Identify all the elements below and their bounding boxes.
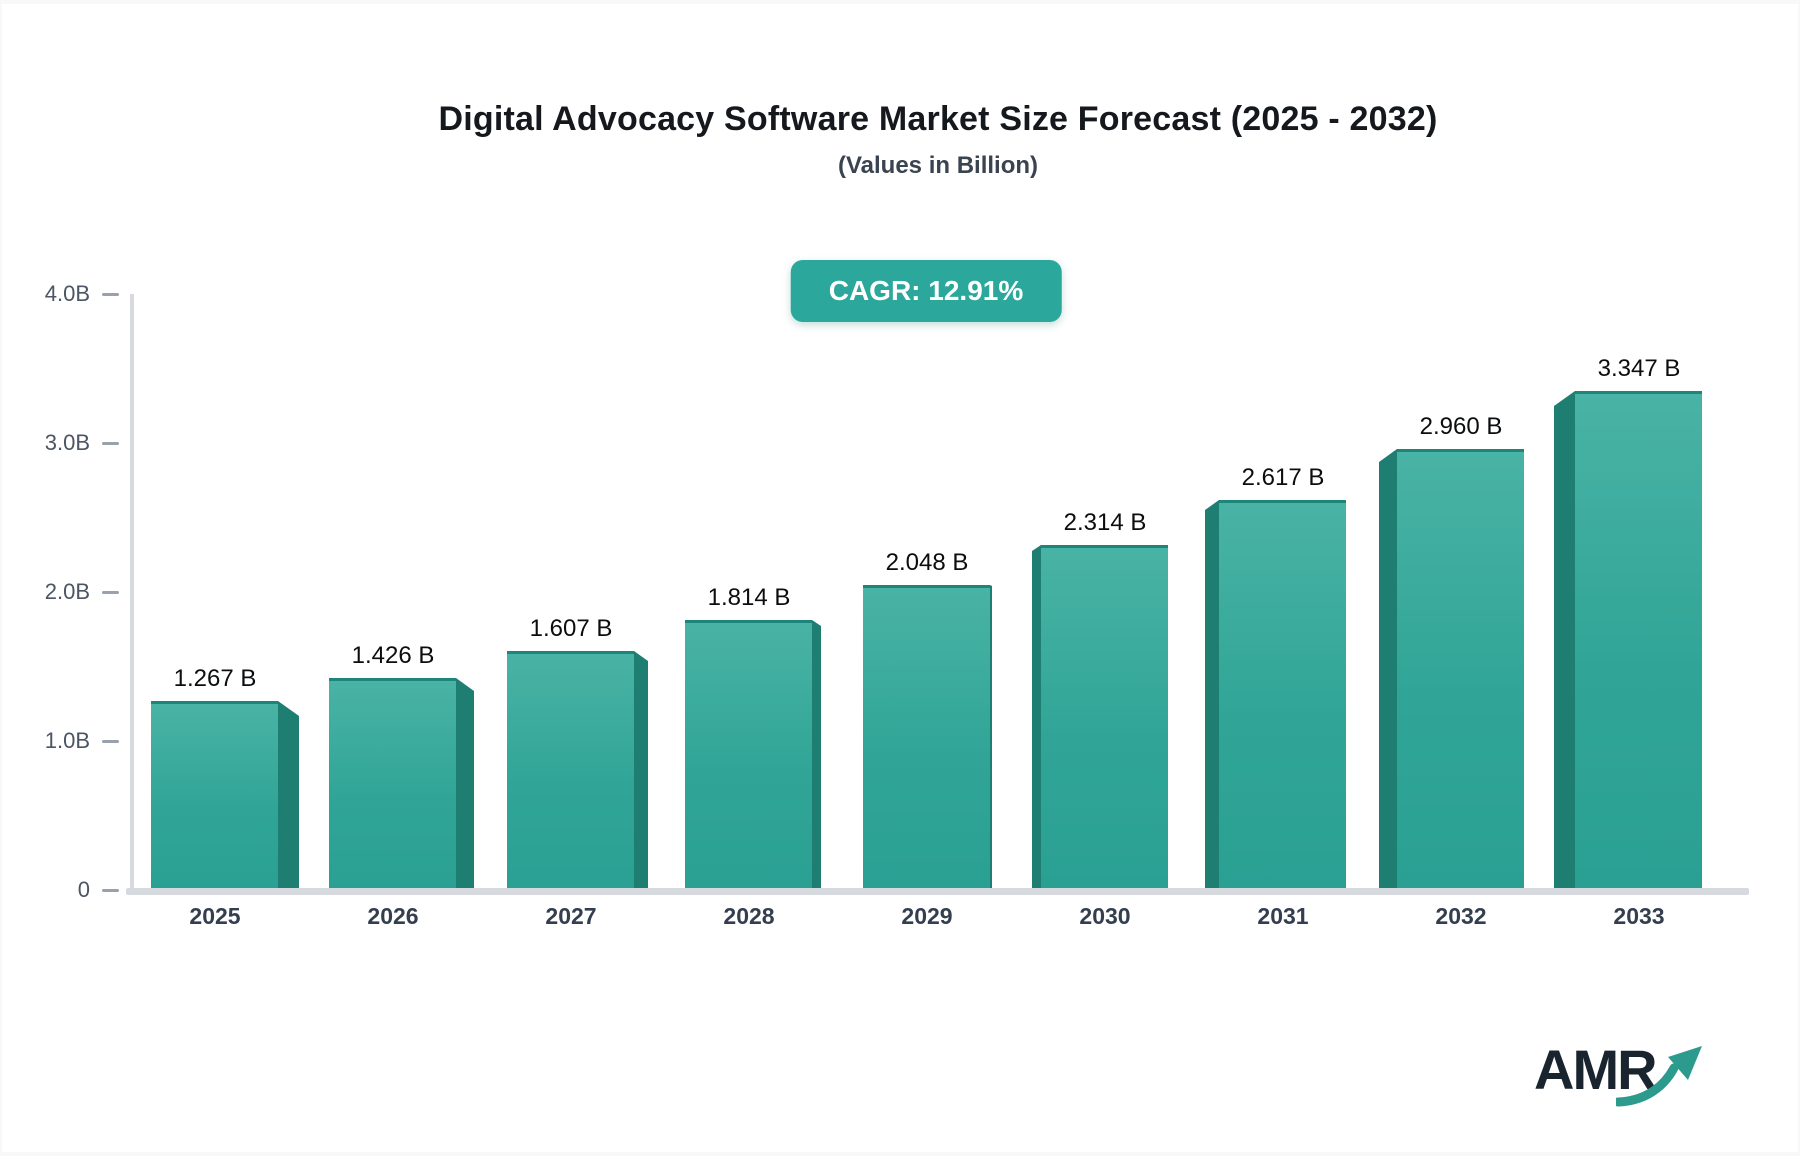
y-tick-mark [102, 889, 119, 892]
x-tick-label: 2032 [1435, 903, 1487, 929]
chart-subtitle: (Values in Billion) [837, 152, 1039, 179]
bar-face-2029 [863, 585, 990, 893]
x-axis-line [126, 888, 1749, 895]
growth-arrow-icon [1616, 1046, 1702, 1107]
bar-face-2031 [1219, 500, 1346, 893]
chart-title: Digital Advocacy Software Market Size Fo… [438, 100, 1438, 138]
y-tick-mark [102, 442, 119, 445]
x-tick-label: 2030 [1079, 903, 1131, 929]
x-tick-label: 2029 [901, 903, 953, 929]
bar-value-label: 1.607 B [529, 615, 613, 642]
x-tick-label: 2031 [1257, 903, 1309, 929]
bar-value-label: 1.814 B [707, 584, 791, 611]
bar-face-2027 [507, 651, 634, 893]
cagr-badge: CAGR: 12.91% [790, 260, 1062, 322]
y-tick-label: 2.0B [44, 579, 90, 604]
bar-side-face-2031 [1205, 500, 1219, 893]
bar-side-face-2033 [1554, 391, 1575, 893]
bar-side-face-2032 [1379, 449, 1397, 893]
bar-value-label: 1.426 B [351, 642, 435, 669]
bar-face-2025 [151, 701, 278, 893]
x-tick-label: 2025 [189, 903, 241, 929]
x-tick-label: 2026 [367, 903, 419, 929]
y-tick-label: 0 [77, 877, 90, 902]
bar-value-label: 2.960 B [1419, 413, 1503, 440]
bar-face-2032 [1397, 449, 1524, 893]
bar-face-2026 [329, 678, 456, 893]
chart-card: Digital Advocacy Software Market Size Fo… [2, 4, 1798, 1152]
amr-logo-text: AMR [1534, 1038, 1658, 1101]
bar-face-2030 [1041, 545, 1168, 893]
bar-side-face-2029 [990, 585, 992, 893]
bar-face-2033 [1575, 391, 1702, 893]
bar-value-label: 1.267 B [173, 665, 257, 692]
bar-value-label: 2.048 B [885, 549, 969, 576]
y-tick-mark [102, 293, 119, 296]
y-tick-label: 1.0B [44, 728, 90, 753]
amr-logo: AMR [1534, 1040, 1724, 1120]
bar-side-face-2025 [278, 701, 299, 893]
bar-side-face-2030 [1032, 545, 1041, 893]
y-tick-mark [102, 740, 119, 743]
bar-value-label: 2.314 B [1063, 509, 1147, 536]
y-tick-label: 4.0B [44, 281, 90, 306]
bar-value-label: 2.617 B [1241, 464, 1325, 491]
bar-side-face-2028 [812, 620, 821, 893]
bar-value-label: 3.347 B [1597, 355, 1681, 382]
bar-side-face-2027 [634, 651, 648, 893]
y-tick-mark [102, 591, 119, 594]
x-tick-label: 2033 [1613, 903, 1665, 929]
bar-side-face-2026 [456, 678, 474, 893]
x-tick-label: 2028 [723, 903, 775, 929]
x-tick-label: 2027 [545, 903, 597, 929]
y-axis-line [130, 294, 134, 894]
y-tick-label: 3.0B [44, 430, 90, 455]
bar-face-2028 [685, 620, 812, 893]
